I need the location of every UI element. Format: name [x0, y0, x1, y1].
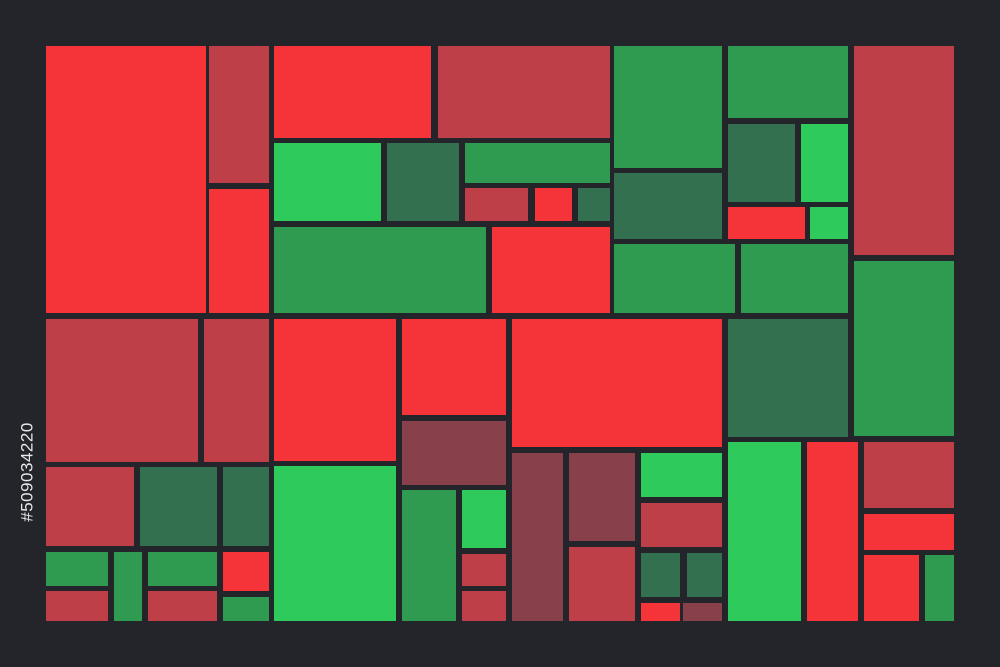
tile — [641, 503, 722, 547]
tile — [569, 453, 635, 541]
tile — [462, 554, 506, 586]
tile — [641, 603, 680, 621]
tile — [223, 467, 269, 546]
tile — [465, 188, 528, 221]
tile — [209, 46, 269, 183]
tile — [578, 188, 610, 221]
tile — [465, 143, 610, 183]
tile — [641, 553, 680, 597]
tile — [274, 46, 431, 138]
tile — [864, 514, 954, 550]
tile — [402, 490, 456, 621]
tile — [274, 227, 486, 313]
tiles — [46, 46, 954, 621]
tile — [46, 319, 198, 462]
tile — [114, 552, 142, 621]
tile — [512, 319, 722, 447]
tile — [810, 207, 848, 239]
tile — [462, 490, 506, 548]
tile — [46, 46, 206, 313]
tile — [683, 603, 722, 621]
tile — [148, 552, 217, 586]
tile — [641, 453, 722, 497]
tile — [223, 552, 269, 591]
tile — [46, 552, 108, 586]
tile — [864, 555, 919, 621]
tile — [728, 124, 795, 202]
tile — [614, 46, 722, 168]
tile — [728, 46, 848, 118]
tile — [204, 319, 269, 462]
tile — [854, 46, 954, 255]
tile — [209, 189, 269, 313]
tile — [807, 442, 858, 621]
tile — [148, 591, 217, 621]
tile — [687, 553, 722, 597]
tile — [492, 227, 610, 313]
tile — [223, 597, 269, 621]
tile — [387, 143, 459, 221]
tile — [402, 319, 506, 415]
tile — [728, 207, 805, 239]
tile — [614, 173, 722, 239]
tile — [741, 244, 848, 313]
tile — [274, 143, 381, 221]
tile — [512, 453, 563, 621]
tile — [462, 591, 506, 621]
tile — [535, 188, 572, 221]
tile — [801, 124, 848, 202]
tile — [274, 319, 396, 461]
tile — [274, 466, 396, 621]
tile — [140, 467, 217, 546]
tile — [569, 547, 635, 621]
tile — [614, 244, 735, 313]
tile — [46, 467, 134, 546]
tile — [728, 442, 801, 621]
tile — [854, 261, 954, 436]
tile — [438, 46, 610, 138]
tile — [728, 319, 848, 437]
image-id: #509034220 — [17, 422, 36, 522]
tile — [402, 421, 506, 485]
tile — [46, 591, 108, 621]
tile — [925, 555, 954, 621]
tile — [864, 442, 954, 508]
